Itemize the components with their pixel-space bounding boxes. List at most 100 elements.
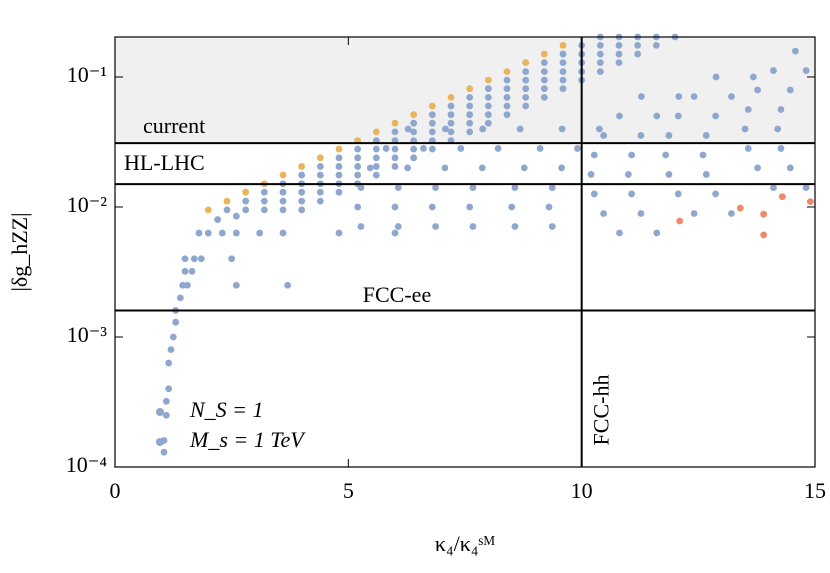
point — [712, 190, 719, 198]
point — [770, 67, 777, 74]
point — [232, 212, 240, 220]
point — [545, 203, 553, 211]
point — [183, 281, 191, 289]
point — [674, 190, 682, 198]
point — [702, 171, 710, 178]
point — [466, 111, 474, 119]
point — [391, 203, 399, 211]
reference-label: current — [143, 113, 205, 138]
point — [242, 188, 250, 196]
point — [335, 188, 343, 196]
plot-frame — [114, 36, 816, 468]
point — [466, 102, 474, 110]
point — [596, 41, 604, 49]
point — [457, 145, 465, 152]
reference-label: FCC-ee — [363, 282, 431, 307]
point — [511, 223, 519, 230]
point — [335, 163, 343, 170]
point — [503, 68, 511, 75]
point — [754, 164, 761, 172]
point — [432, 223, 439, 230]
point — [165, 385, 173, 393]
point — [624, 171, 632, 178]
point — [232, 281, 240, 289]
point — [712, 73, 720, 81]
point — [540, 50, 548, 58]
point — [466, 203, 474, 211]
point — [260, 188, 268, 196]
point — [256, 229, 264, 237]
point — [181, 267, 189, 275]
point — [279, 197, 287, 205]
x-tick-label: 0 — [110, 478, 121, 503]
point — [503, 85, 511, 93]
point — [744, 106, 752, 113]
point — [223, 197, 231, 205]
point — [596, 68, 604, 75]
point — [522, 59, 530, 66]
x-tick-label: 15 — [804, 478, 826, 503]
point — [638, 93, 645, 100]
point — [484, 119, 492, 127]
point — [522, 68, 530, 75]
point — [503, 76, 511, 84]
point — [176, 294, 184, 302]
point — [778, 193, 786, 201]
point — [372, 171, 380, 179]
point — [218, 229, 226, 237]
point — [466, 119, 474, 127]
point — [366, 164, 374, 172]
point — [167, 346, 175, 353]
point — [559, 76, 567, 84]
point — [204, 206, 212, 214]
point — [382, 145, 390, 152]
point — [316, 163, 324, 170]
point — [242, 206, 250, 214]
point — [394, 184, 402, 191]
point — [559, 68, 567, 75]
point — [181, 255, 189, 263]
reference-label: HL-LHC — [124, 150, 205, 175]
point — [536, 145, 544, 152]
point — [574, 145, 581, 152]
y-tick-label: 10⁻³ — [67, 322, 108, 347]
point — [540, 76, 548, 84]
point — [242, 197, 250, 205]
point — [540, 59, 548, 66]
point — [558, 164, 565, 172]
point — [728, 210, 735, 217]
point — [179, 281, 187, 289]
point — [634, 50, 642, 58]
point — [802, 184, 810, 191]
point — [204, 229, 212, 237]
point — [391, 119, 399, 127]
point — [298, 206, 306, 214]
point — [616, 229, 623, 237]
point — [558, 125, 566, 133]
point — [503, 111, 511, 119]
point — [316, 188, 324, 196]
excluded-region — [115, 37, 815, 144]
point — [279, 188, 287, 196]
point — [260, 197, 268, 205]
point — [615, 59, 623, 66]
point — [469, 223, 477, 230]
point — [190, 255, 198, 263]
point — [354, 154, 362, 162]
point — [410, 119, 418, 127]
point — [484, 93, 492, 101]
point — [335, 154, 343, 162]
point — [391, 128, 399, 136]
point — [503, 102, 511, 110]
point — [484, 102, 492, 110]
point — [354, 203, 362, 211]
point — [298, 171, 306, 179]
point — [428, 111, 436, 119]
point — [540, 93, 548, 101]
point — [335, 171, 343, 179]
point — [479, 125, 487, 133]
point — [741, 125, 749, 133]
y-axis-label: |δg_hZZ| — [7, 212, 32, 291]
point — [736, 204, 744, 212]
point — [279, 171, 287, 179]
